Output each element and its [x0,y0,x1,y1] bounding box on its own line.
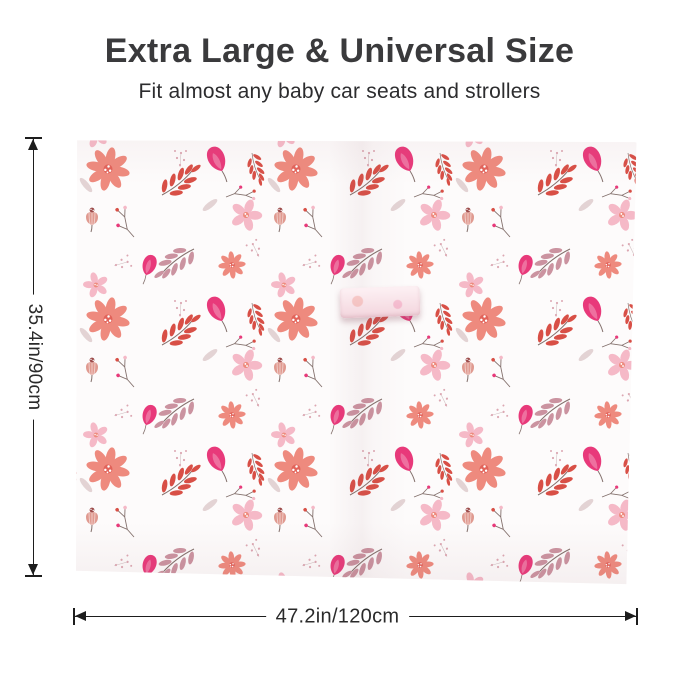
arrow-right-icon [625,611,636,621]
dimension-end-cap-left [73,608,75,625]
dimension-end-cap-right [636,608,638,625]
floral-pattern-image [76,140,637,585]
dimension-end-cap-bottom [25,575,42,577]
height-dimension-indicator: 35.4in/90cm [22,137,45,577]
header: Extra Large & Universal Size Fit almost … [0,32,679,104]
fabric-strap [339,285,421,319]
height-dimension-label: 35.4in/90cm [22,294,45,420]
arrow-down-icon [28,564,38,575]
width-dimension-label: 47.2in/120cm [265,605,410,628]
dimension-end-cap-top [25,137,42,139]
product-fabric-photo [76,140,637,585]
width-dimension-indicator: 47.2in/120cm [73,605,638,628]
page-subtitle: Fit almost any baby car seats and stroll… [138,80,541,104]
page-title: Extra Large & Universal Size [104,32,575,70]
